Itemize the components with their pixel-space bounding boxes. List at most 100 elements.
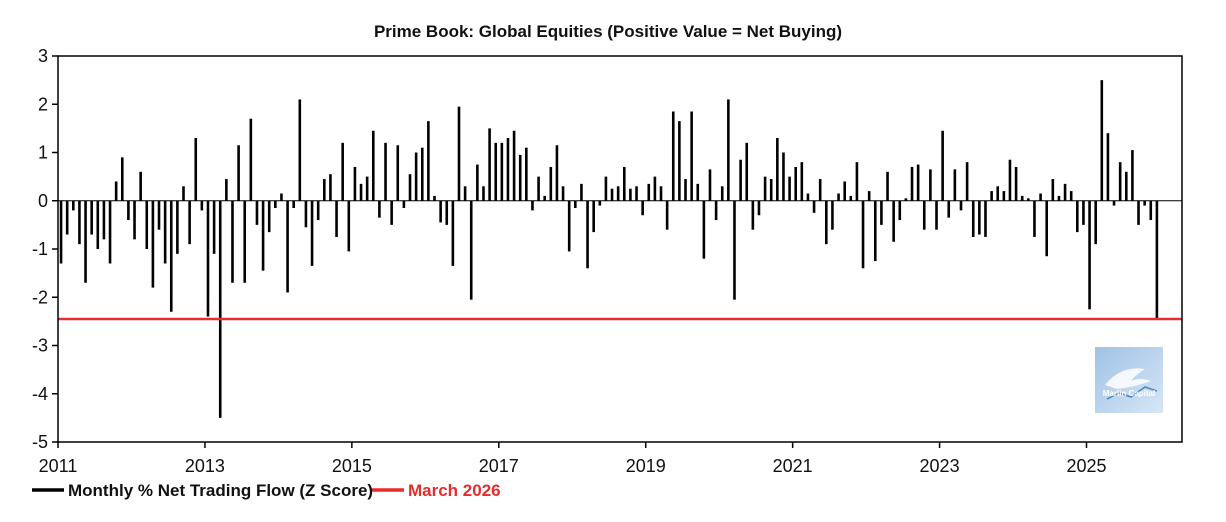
bar	[151, 200, 155, 288]
bar	[476, 164, 479, 201]
bar	[794, 166, 797, 201]
bar	[1039, 193, 1042, 201]
bar	[604, 176, 608, 201]
bar	[353, 166, 357, 201]
bar	[390, 200, 393, 225]
bar	[867, 191, 871, 201]
bar	[739, 159, 742, 201]
y-tick-label: -2	[32, 287, 48, 307]
bar	[1057, 195, 1061, 201]
bar	[292, 200, 295, 208]
bar	[1100, 80, 1104, 201]
bar	[720, 186, 724, 201]
x-tick-label: 2023	[920, 456, 960, 476]
bar	[592, 200, 595, 233]
bar	[843, 181, 846, 201]
bar	[506, 138, 510, 201]
bar	[978, 200, 981, 235]
y-tick-label: 0	[38, 191, 48, 211]
bar	[96, 200, 100, 249]
bar	[727, 99, 730, 201]
bar	[745, 142, 749, 201]
x-tick-label: 2015	[332, 456, 372, 476]
x-tick-label: 2021	[773, 456, 813, 476]
bar	[763, 176, 767, 201]
bar	[445, 200, 449, 225]
plot-frame	[57, 55, 1183, 443]
bar	[157, 200, 161, 230]
bar	[861, 200, 865, 269]
bar	[1045, 200, 1048, 257]
bar	[1020, 195, 1024, 201]
bar	[959, 200, 963, 211]
bar	[1124, 171, 1128, 201]
bar	[831, 200, 834, 230]
bar	[935, 200, 938, 230]
bar	[1118, 162, 1122, 201]
bar	[280, 193, 283, 201]
bar	[635, 186, 638, 201]
bar	[261, 200, 265, 271]
bar	[433, 195, 436, 201]
bar	[580, 183, 583, 201]
bar	[941, 130, 944, 201]
bar	[616, 186, 620, 201]
bar	[1014, 166, 1018, 201]
bar	[200, 200, 204, 211]
bar	[163, 200, 167, 264]
bar	[127, 200, 130, 221]
bar	[139, 171, 142, 201]
bar	[371, 130, 375, 201]
legend-label-reference: March 2026	[408, 481, 501, 500]
bar	[1051, 179, 1055, 201]
bar	[1137, 200, 1140, 225]
bar	[751, 200, 755, 230]
bar	[788, 176, 791, 201]
bar	[500, 142, 504, 201]
bar	[598, 200, 602, 206]
bar	[518, 154, 522, 201]
x-tick-label: 2011	[39, 456, 78, 476]
bar	[574, 200, 577, 208]
bar	[384, 142, 387, 201]
bar	[525, 147, 528, 201]
bar	[984, 200, 987, 237]
bar	[341, 142, 344, 201]
y-tick-label: 1	[38, 143, 48, 163]
bar	[72, 200, 75, 211]
bar	[169, 200, 173, 312]
x-tick-label: 2013	[185, 456, 225, 476]
bar	[904, 198, 908, 201]
bar	[825, 200, 828, 245]
bar	[212, 200, 216, 254]
bar	[249, 118, 253, 201]
bar	[1106, 133, 1110, 201]
bar	[225, 179, 228, 201]
y-tick-label: -5	[32, 432, 48, 452]
bar	[231, 200, 234, 283]
bar	[329, 174, 332, 201]
y-tick-label: -1	[32, 239, 48, 259]
bar	[488, 128, 491, 201]
bar	[806, 193, 810, 201]
bar	[586, 200, 589, 269]
bar	[567, 200, 571, 252]
y-tick-label: 2	[38, 94, 48, 114]
bar	[555, 145, 559, 201]
bar	[1082, 200, 1085, 225]
bar	[812, 200, 816, 213]
y-tick-label: -4	[32, 384, 48, 404]
bar	[59, 200, 63, 264]
bar	[402, 200, 406, 208]
bar	[237, 145, 240, 201]
bar	[274, 200, 277, 208]
bar	[659, 186, 663, 201]
bar	[996, 186, 1000, 201]
marlin-fish-icon	[1105, 368, 1151, 389]
bar	[359, 183, 363, 201]
bar	[188, 200, 191, 245]
legend-label-series: Monthly % Net Trading Flow (Z Score)	[68, 481, 373, 500]
bar	[782, 152, 785, 201]
bar	[1149, 200, 1153, 221]
